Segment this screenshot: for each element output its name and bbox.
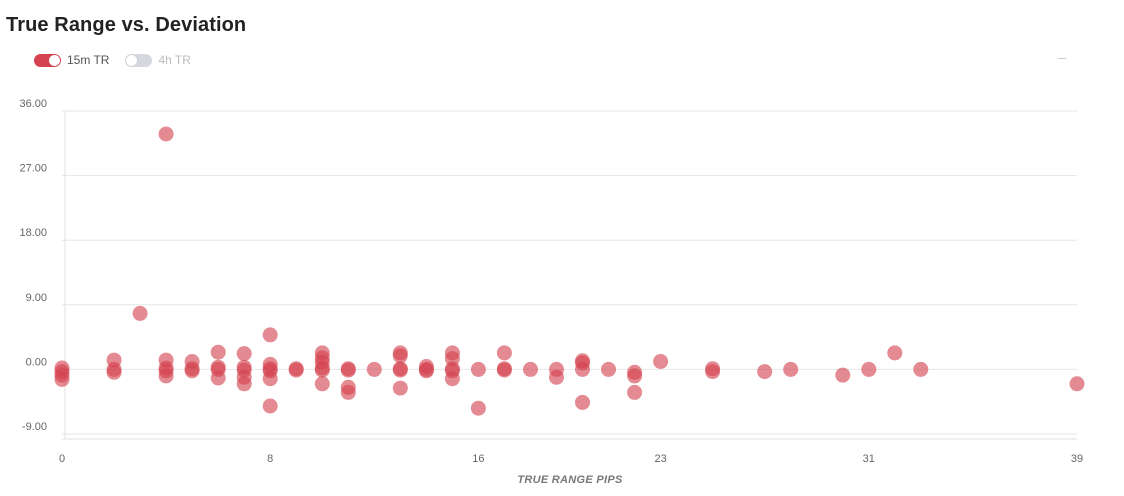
x-tick-label: 16 xyxy=(472,453,484,465)
data-point[interactable] xyxy=(705,364,721,380)
data-point[interactable] xyxy=(210,370,226,386)
data-point[interactable] xyxy=(887,345,903,361)
y-tick-label: 0.00 xyxy=(26,356,47,368)
data-point[interactable] xyxy=(340,384,356,400)
data-point[interactable] xyxy=(418,363,434,379)
data-point[interactable] xyxy=(132,305,148,321)
data-point[interactable] xyxy=(757,364,773,380)
data-point[interactable] xyxy=(314,362,330,378)
data-point[interactable] xyxy=(601,361,616,377)
axes xyxy=(62,111,1077,440)
chart-menu-icon[interactable] xyxy=(1058,58,1066,59)
data-point[interactable] xyxy=(392,348,408,364)
data-point[interactable] xyxy=(444,371,460,387)
data-point[interactable] xyxy=(106,364,122,380)
data-point[interactable] xyxy=(158,368,174,384)
data-point[interactable] xyxy=(549,369,564,385)
data-point[interactable] xyxy=(236,376,252,392)
y-tick-label: 9.00 xyxy=(26,292,47,304)
toggle-switch-icon[interactable] xyxy=(34,53,61,67)
data-point[interactable] xyxy=(835,367,851,383)
data-point[interactable] xyxy=(392,380,408,396)
x-tick-label: 8 xyxy=(267,453,273,465)
data-point[interactable] xyxy=(1069,376,1085,392)
data-point[interactable] xyxy=(470,361,486,377)
legend-label-4h-tr: 4h TR xyxy=(158,53,191,67)
data-point[interactable] xyxy=(366,361,382,377)
data-point[interactable] xyxy=(523,361,538,377)
data-point[interactable] xyxy=(496,362,512,378)
legend-item-4h-tr[interactable]: 4h TR xyxy=(125,53,191,67)
x-tick-label: 23 xyxy=(654,453,666,465)
toggle-switch-icon[interactable] xyxy=(125,53,153,67)
chart-title: True Range vs. Deviation xyxy=(6,14,247,36)
data-point[interactable] xyxy=(627,368,643,384)
data-point[interactable] xyxy=(288,362,304,378)
data-point[interactable] xyxy=(392,362,408,378)
x-axis-ticks: 0 8 16 23 31 39 xyxy=(59,453,1083,465)
data-point[interactable] xyxy=(158,126,174,142)
data-point[interactable] xyxy=(236,346,252,362)
legend-label-15m-tr: 15m TR xyxy=(67,53,110,67)
data-point[interactable] xyxy=(496,345,512,361)
data-point[interactable] xyxy=(314,376,330,392)
data-point[interactable] xyxy=(262,398,278,414)
data-point[interactable] xyxy=(627,384,643,400)
data-point[interactable] xyxy=(54,367,70,383)
x-axis-title: TRUE RANGE PIPS xyxy=(517,474,623,486)
data-points xyxy=(54,126,1085,416)
y-tick-label: 27.00 xyxy=(19,163,47,175)
x-tick-label: 31 xyxy=(863,453,875,465)
data-point[interactable] xyxy=(262,327,278,343)
data-point[interactable] xyxy=(470,400,486,416)
legend-item-15m-tr[interactable]: 15m TR xyxy=(34,53,109,67)
y-tick-label: -9.00 xyxy=(22,421,47,433)
data-point[interactable] xyxy=(184,363,200,379)
y-axis-ticks: 36.00 27.00 18.00 9.00 0.00 -9.00 xyxy=(19,98,47,433)
data-point[interactable] xyxy=(861,361,877,377)
x-tick-label: 0 xyxy=(59,453,65,465)
data-point[interactable] xyxy=(575,394,590,410)
data-point[interactable] xyxy=(783,361,799,377)
data-point[interactable] xyxy=(653,354,669,369)
data-point[interactable] xyxy=(913,361,929,377)
data-point[interactable] xyxy=(340,362,356,378)
y-tick-label: 18.00 xyxy=(19,227,47,239)
chart-legend: 15m TR 4h TR xyxy=(34,53,207,67)
data-point[interactable] xyxy=(210,344,226,360)
data-point[interactable] xyxy=(262,371,278,387)
x-tick-label: 39 xyxy=(1071,453,1083,465)
grid-lines xyxy=(62,110,1077,435)
data-point[interactable] xyxy=(575,361,590,377)
y-tick-label: 36.00 xyxy=(19,98,47,110)
